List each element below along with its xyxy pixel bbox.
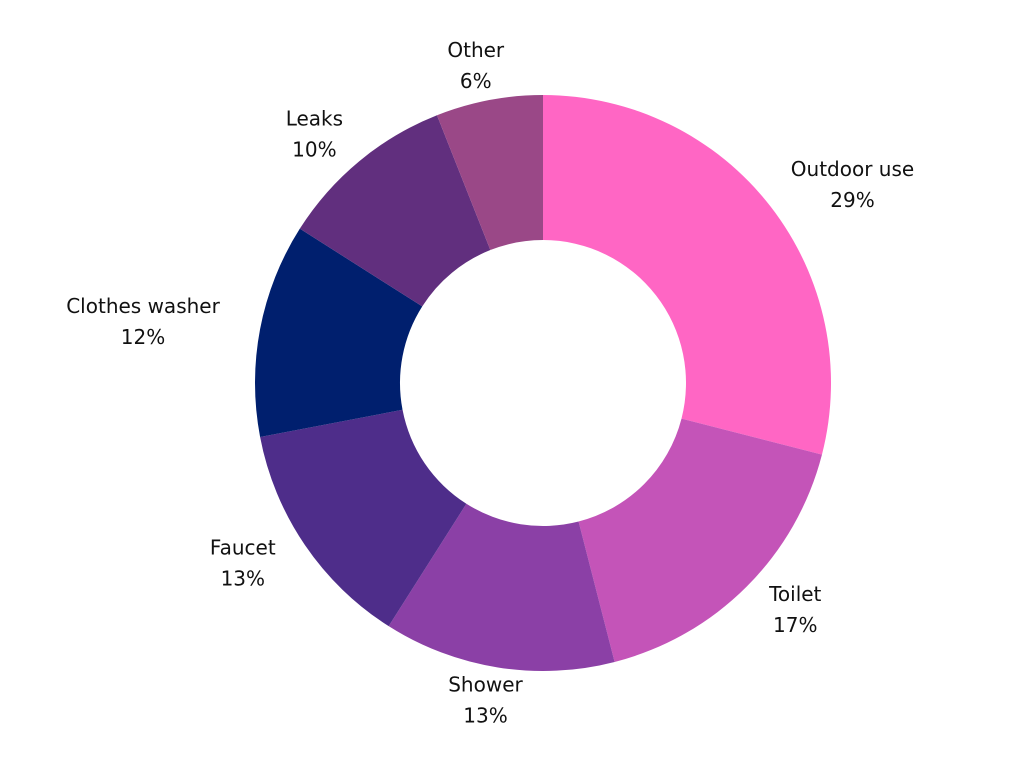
slice-label: Other [447, 38, 505, 62]
slice-value-label: 29% [830, 188, 874, 212]
slice-label: Clothes washer [66, 294, 220, 318]
donut-slice [255, 228, 423, 437]
slice-label: Outdoor use [791, 157, 914, 181]
slice-label: Faucet [210, 535, 276, 559]
slice-value-label: 12% [121, 325, 165, 349]
donut-slice [260, 409, 467, 627]
slice-label: Leaks [286, 106, 343, 130]
donut-slice [436, 95, 543, 251]
slice-value-label: 6% [460, 69, 492, 93]
slice-value-label: 10% [292, 137, 336, 161]
donut-slice [299, 115, 491, 307]
slice-value-label: 17% [773, 613, 817, 637]
slice-label: Toilet [768, 582, 821, 606]
slice-label: Shower [448, 673, 523, 697]
slice-value-label: 13% [221, 566, 265, 590]
donut-slice [543, 95, 831, 455]
donut-slice [388, 503, 615, 671]
donut-slice [578, 418, 822, 662]
slice-value-label: 13% [463, 704, 507, 728]
